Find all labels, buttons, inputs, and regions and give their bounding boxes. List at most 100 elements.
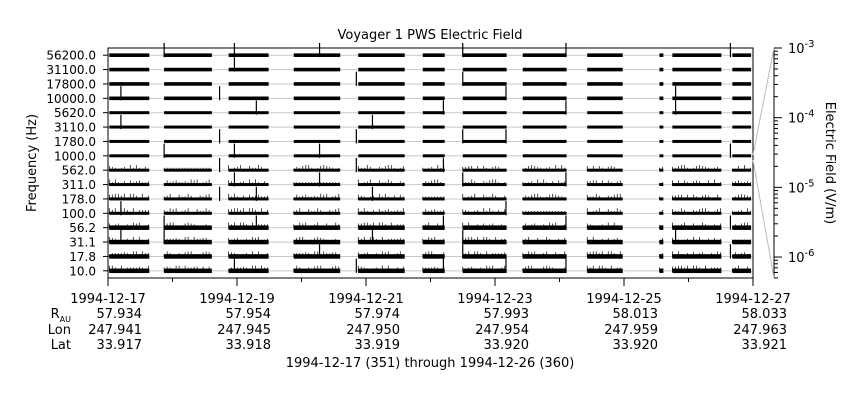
data-band [732, 96, 752, 101]
frequency-axis: 10.017.831.156.2100.0178.0311.0562.01000… [46, 49, 108, 278]
data-band [422, 197, 445, 201]
y-tick-label: 3110.0 [54, 121, 96, 135]
data-band [109, 139, 150, 143]
data-band [358, 111, 405, 115]
y-tick-label: 562.0 [62, 164, 96, 178]
data-band [587, 125, 623, 129]
data-band [659, 211, 664, 215]
data-band [659, 183, 664, 187]
y-tick-label: 56200.0 [46, 49, 96, 63]
data-band [358, 67, 405, 72]
data-band [732, 211, 752, 215]
data-band [293, 111, 341, 115]
data-band [422, 225, 445, 230]
data-band [672, 82, 722, 86]
data-band [109, 96, 150, 101]
data-band [228, 239, 269, 245]
data-band [228, 125, 269, 129]
ephem-rau-value: 58.013 [613, 307, 659, 322]
data-band [659, 239, 664, 245]
data-band [164, 111, 212, 115]
data-band [462, 197, 507, 201]
data-band [522, 225, 567, 230]
data-band [659, 53, 664, 57]
data-band [659, 125, 664, 129]
data-band [587, 82, 623, 86]
colorbar-connector-bottom [752, 159, 775, 279]
data-band [293, 211, 341, 215]
x-tick-label: 1994-12-25 [586, 292, 662, 307]
ephem-rau-value: 57.974 [355, 307, 401, 322]
data-band [659, 154, 664, 158]
ephem-lat-value: 33.917 [97, 338, 143, 353]
data-band [462, 225, 507, 230]
data-band [164, 96, 212, 101]
data-band [422, 268, 445, 274]
data-band [228, 67, 269, 72]
data-band [672, 225, 722, 230]
ephem-lon-value: 247.959 [604, 323, 658, 338]
data-band [659, 67, 664, 72]
data-band [422, 96, 445, 101]
y-tick-label: 1000.0 [54, 149, 96, 163]
data-band [462, 268, 507, 274]
ephem-lon-value: 247.941 [88, 323, 142, 338]
data-band [732, 225, 752, 230]
y-tick-label: 178.0 [62, 192, 96, 206]
ephem-lat-value: 33.920 [484, 338, 530, 353]
colorbar-label: Electric Field (V/m) [822, 102, 837, 225]
data-band [358, 183, 405, 187]
data-band [228, 168, 269, 172]
data-band [293, 268, 341, 274]
data-band [228, 225, 269, 230]
data-band [732, 139, 752, 143]
data-band [732, 67, 752, 72]
data-band [732, 53, 752, 57]
data-band [732, 154, 752, 158]
data-band [358, 211, 405, 215]
data-band [164, 67, 212, 72]
ephem-lat-value: 33.919 [355, 338, 401, 353]
data-band [293, 139, 341, 143]
data-band [358, 197, 405, 201]
data-band [732, 268, 752, 274]
data-band [659, 254, 664, 259]
data-band [422, 183, 445, 187]
data-band [293, 82, 341, 86]
data-band [522, 96, 567, 101]
data-band [358, 239, 405, 245]
data-band [659, 168, 664, 172]
x-tick-label: 1994-12-17 [70, 292, 146, 307]
data-band [462, 168, 507, 172]
data-band [732, 111, 752, 115]
data-band [293, 168, 341, 172]
data-band [422, 82, 445, 86]
y-tick-label: 100.0 [62, 207, 96, 221]
data-band [522, 183, 567, 187]
data-band [462, 125, 507, 129]
data-band [358, 254, 405, 259]
y-tick-label: 10000.0 [46, 92, 96, 106]
data-band [422, 139, 445, 143]
data-band [358, 268, 405, 274]
data-band [522, 211, 567, 215]
ephem-lat-value: 33.921 [742, 338, 788, 353]
data-band [522, 254, 567, 259]
data-band [659, 268, 664, 274]
data-band [422, 168, 445, 172]
data-band [732, 125, 752, 129]
data-band [109, 183, 150, 187]
data-band [672, 53, 722, 57]
data-band [672, 111, 722, 115]
y-axis-label: Frequency (Hz) [25, 114, 40, 212]
ephem-lon-value: 247.945 [217, 323, 271, 338]
ephem-lon-value: 247.950 [346, 323, 400, 338]
data-band [672, 211, 722, 215]
data-band [228, 154, 269, 158]
ephem-label-lon: Lon [48, 323, 71, 338]
data-band [522, 125, 567, 129]
data-band [228, 96, 269, 101]
y-tick-label: 17800.0 [46, 77, 96, 91]
data-band [672, 154, 722, 158]
data-band [732, 197, 752, 201]
